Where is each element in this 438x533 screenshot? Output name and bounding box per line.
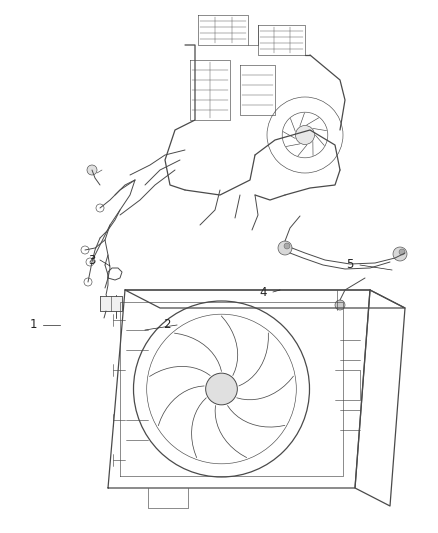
Text: 5: 5 <box>346 259 354 271</box>
Circle shape <box>278 241 292 255</box>
Circle shape <box>87 165 97 175</box>
Circle shape <box>296 125 314 144</box>
Text: 2: 2 <box>163 319 171 332</box>
Circle shape <box>206 373 237 405</box>
Text: 1: 1 <box>29 319 37 332</box>
Circle shape <box>399 249 405 255</box>
Circle shape <box>84 278 92 286</box>
Circle shape <box>335 300 345 310</box>
Circle shape <box>393 247 407 261</box>
Circle shape <box>284 243 290 249</box>
Circle shape <box>81 246 89 254</box>
Text: 3: 3 <box>88 254 95 266</box>
Bar <box>100 296 122 311</box>
Text: 4: 4 <box>259 286 267 298</box>
Circle shape <box>96 204 104 212</box>
Circle shape <box>86 258 94 266</box>
